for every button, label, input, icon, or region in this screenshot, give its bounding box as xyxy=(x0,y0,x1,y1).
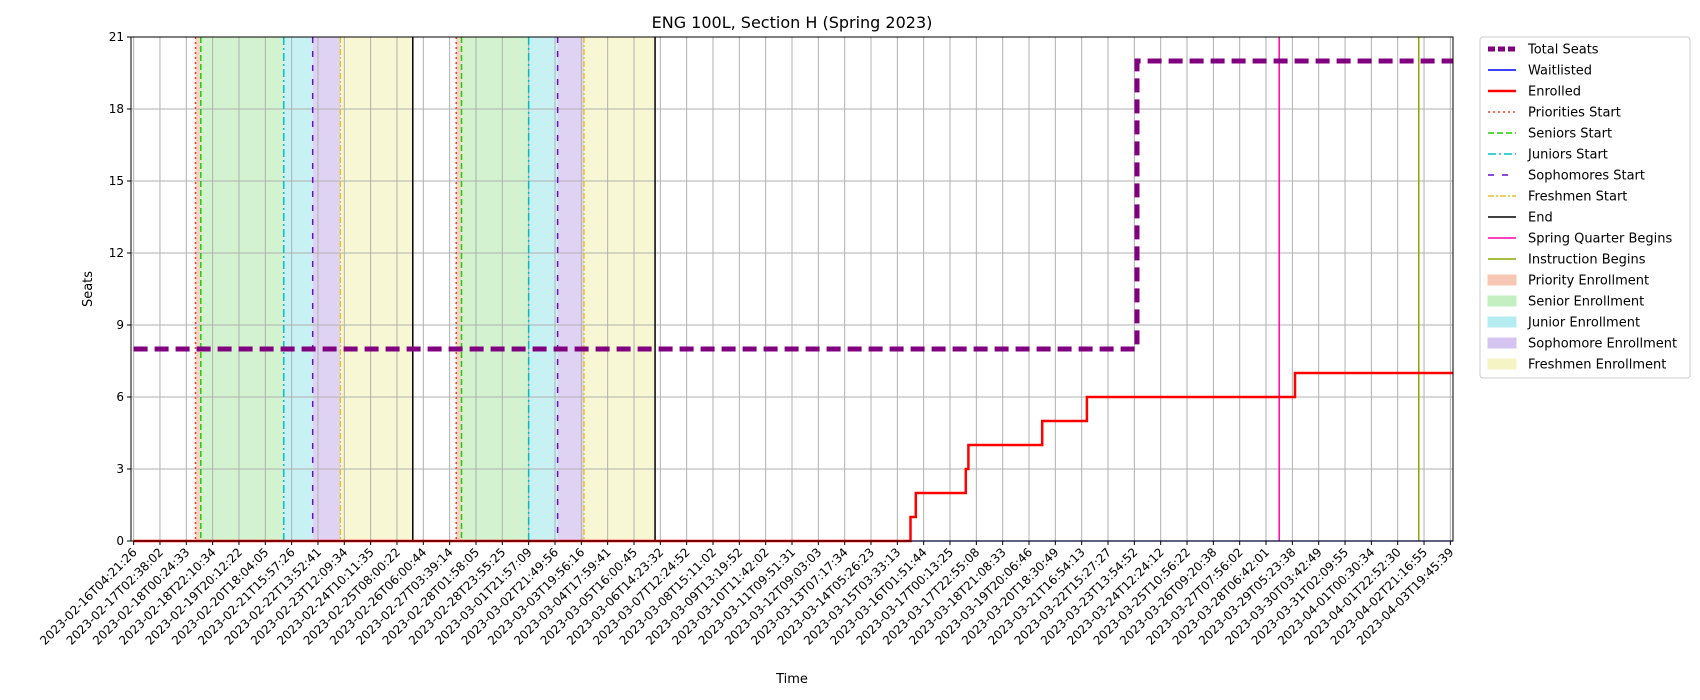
sophomore-enrollment-band xyxy=(312,37,341,541)
enrolled-legend-label: Enrolled xyxy=(1528,85,1581,100)
chart-title: ENG 100L, Section H (Spring 2023) xyxy=(652,13,933,32)
grid-lines xyxy=(131,36,1453,542)
y-axis-label: Seats xyxy=(81,271,96,307)
senior-enrollment-legend-label: Senior Enrollment xyxy=(1528,295,1644,310)
y-tick-label: 6 xyxy=(116,390,124,404)
junior-enrollment-legend-label: Junior Enrollment xyxy=(1527,316,1640,331)
priorities-start-legend-label: Priorities Start xyxy=(1528,106,1621,121)
seniors-start-legend-label: Seniors Start xyxy=(1528,127,1612,142)
y-tick-label: 15 xyxy=(109,174,124,188)
priority-enrollment-legend-label: Priority Enrollment xyxy=(1528,274,1649,289)
junior-enrollment-band xyxy=(283,37,313,541)
enrolled-series xyxy=(133,371,1453,543)
y-tick-label: 9 xyxy=(116,318,124,332)
juniors-start-legend-label: Juniors Start xyxy=(1527,148,1608,163)
y-axis-ticks: 0 3 6 9 12 15 18 21 xyxy=(109,30,131,548)
junior-enrollment-legend-swatch xyxy=(1487,316,1517,328)
x-axis-label: Time xyxy=(775,672,808,687)
freshmen-enrollment-legend-label: Freshmen Enrollment xyxy=(1528,358,1666,373)
freshmen-enrollment-band xyxy=(583,37,656,541)
junior-enrollment-band xyxy=(528,37,558,541)
y-tick-label: 0 xyxy=(116,534,124,548)
x-axis-ticks: 2023-02-16T04:21:262023-02-17T02:38:0220… xyxy=(37,541,1456,648)
sophomore-enrollment-legend-label: Sophomore Enrollment xyxy=(1528,337,1677,352)
freshmen-enrollment-band xyxy=(340,37,413,541)
priority-enrollment-band xyxy=(456,37,462,541)
y-tick-label: 21 xyxy=(109,30,124,44)
senior-enrollment-band xyxy=(461,37,529,541)
total-seats-legend-label: Total Seats xyxy=(1527,43,1599,58)
priority-enrollment-legend-swatch xyxy=(1487,274,1517,286)
y-tick-label: 18 xyxy=(109,102,124,116)
spring-quarter-begins-legend-label: Spring Quarter Begins xyxy=(1528,232,1672,247)
end-legend-label: End xyxy=(1528,211,1553,226)
milestone-lines xyxy=(194,37,1420,541)
y-tick-label: 12 xyxy=(109,246,124,260)
senior-enrollment-band xyxy=(200,37,284,541)
plot-area xyxy=(130,36,1454,543)
priority-enrollment-band xyxy=(195,37,201,541)
instruction-begins-legend-label: Instruction Begins xyxy=(1528,253,1646,268)
senior-enrollment-legend-swatch xyxy=(1487,295,1517,307)
y-tick-label: 3 xyxy=(116,462,124,476)
sophomore-enrollment-band xyxy=(557,37,584,541)
legend: Total Seats Waitlisted Enrolled Priorities … xyxy=(1479,36,1691,379)
sophomore-enrollment-legend-swatch xyxy=(1487,337,1517,349)
enrollment-period-shading xyxy=(195,37,656,541)
sophomores-start-legend-label: Sophomores Start xyxy=(1528,169,1645,184)
freshmen-enrollment-legend-swatch xyxy=(1487,358,1517,370)
freshmen-start-legend-label: Freshmen Start xyxy=(1528,190,1627,205)
total-seats-series xyxy=(133,58,1453,352)
waitlisted-legend-label: Waitlisted xyxy=(1528,64,1592,79)
legend-frame xyxy=(1479,36,1691,379)
